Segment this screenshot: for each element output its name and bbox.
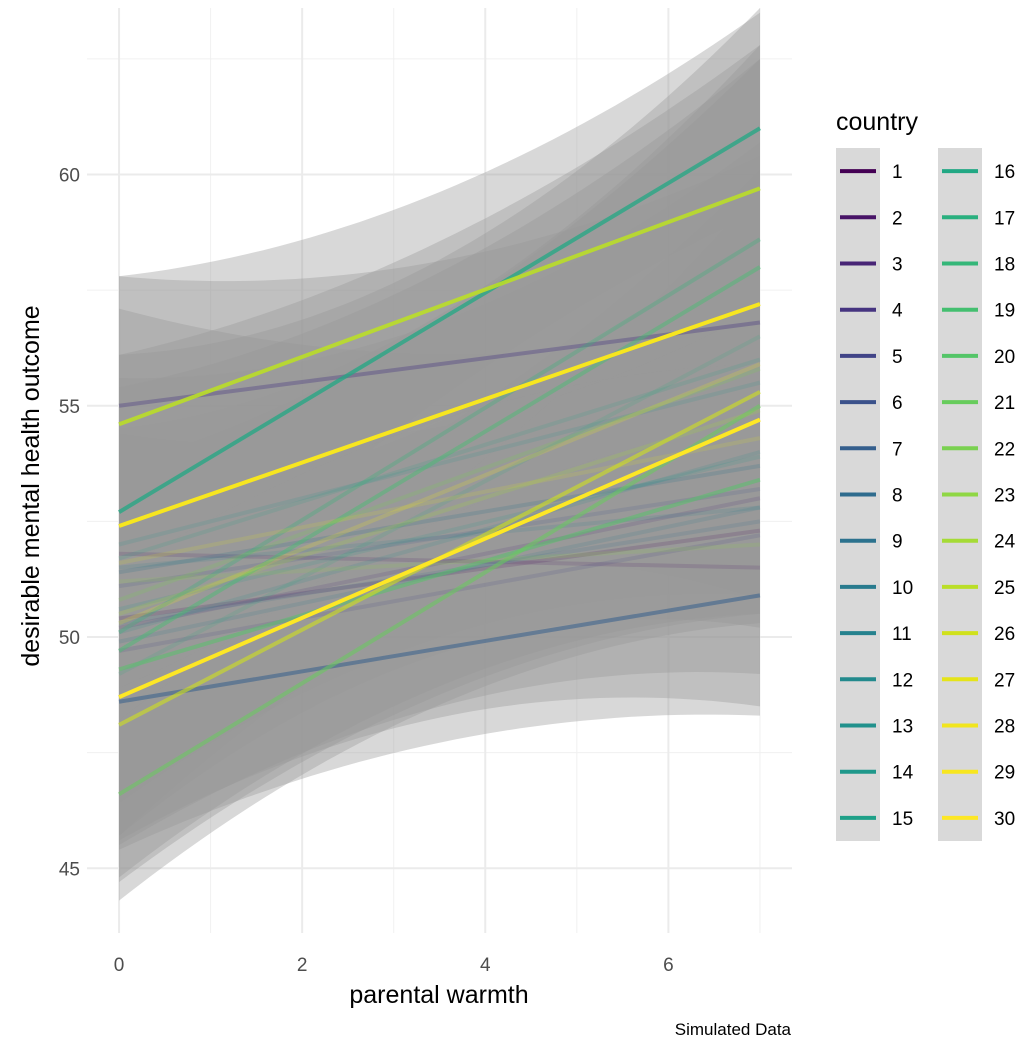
series-line-25 [118, 186, 761, 427]
legend-label-4: 4 [892, 301, 903, 322]
series-line-21 [118, 404, 761, 796]
legend-label-8: 8 [892, 486, 903, 507]
legend: 1234567891011121314151617181920212223242… [836, 148, 1016, 841]
legend-label-13: 13 [892, 717, 913, 738]
confidence-band-4 [119, 142, 760, 804]
series-line-13 [118, 380, 761, 547]
legend-label-10: 10 [892, 578, 913, 599]
legend-label-20: 20 [994, 347, 1015, 368]
y-tick-label: 55 [59, 397, 80, 418]
series-lines [117, 126, 762, 796]
legend-label-22: 22 [994, 439, 1015, 460]
x-axis-title: parental warmth [349, 981, 528, 1009]
confidence-band-15 [119, 12, 760, 573]
legend-label-21: 21 [994, 393, 1015, 414]
legend-label-29: 29 [994, 763, 1015, 784]
grid-minor [87, 8, 792, 933]
legend-label-30: 30 [994, 809, 1015, 830]
series-line-28 [118, 362, 761, 625]
legend-label-1: 1 [892, 162, 903, 183]
confidence-band-2 [119, 8, 760, 698]
series-line-7 [118, 593, 761, 704]
series-line-14 [118, 454, 761, 612]
legend-label-3: 3 [892, 255, 903, 276]
legend-label-9: 9 [892, 532, 903, 553]
legend-label-23: 23 [994, 486, 1015, 507]
series-line-17 [118, 334, 761, 676]
legend-label-7: 7 [892, 439, 903, 460]
series-line-19 [118, 265, 761, 653]
confidence-band-3 [119, 156, 760, 536]
legend-label-6: 6 [892, 393, 903, 414]
legend-label-25: 25 [994, 578, 1015, 599]
legend-label-26: 26 [994, 624, 1015, 645]
series-line-20 [118, 477, 761, 672]
legend-label-18: 18 [994, 255, 1015, 276]
grid-major [87, 8, 792, 933]
x-axis-ticks: 0 2 4 6 [114, 955, 674, 976]
legend-label-15: 15 [892, 809, 913, 830]
series-line-11 [118, 505, 761, 570]
y-tick-label: 50 [59, 628, 80, 649]
confidence-band-8 [119, 285, 760, 846]
confidence-band-1 [119, 308, 760, 614]
series-line-30 [118, 417, 761, 699]
legend-label-2: 2 [892, 208, 903, 229]
series-line-3 [118, 496, 761, 630]
series-line-18 [117, 237, 762, 635]
y-axis-ticks: 45 50 55 60 [59, 166, 80, 881]
confidence-bands [119, 8, 760, 901]
x-tick-label: 0 [114, 955, 125, 976]
legend-label-28: 28 [994, 717, 1015, 738]
series-line-29 [118, 302, 761, 528]
legend-label-5: 5 [892, 347, 903, 368]
legend-title: country [836, 108, 918, 136]
legend-label-16: 16 [994, 162, 1015, 183]
caption: Simulated Data [675, 1020, 792, 1039]
series-line-12 [118, 450, 761, 635]
y-tick-label: 45 [59, 859, 80, 880]
series-line-8 [118, 519, 761, 626]
legend-label-27: 27 [994, 670, 1015, 691]
legend-label-24: 24 [994, 532, 1016, 553]
series-line-5 [118, 533, 761, 653]
legend-label-19: 19 [994, 301, 1015, 322]
confidence-band-6 [119, 45, 760, 670]
confidence-band-9 [119, 475, 760, 850]
x-tick-label: 4 [480, 955, 491, 976]
series-line-4 [118, 320, 761, 408]
series-line-16 [118, 126, 761, 514]
legend-label-11: 11 [892, 624, 912, 645]
confidence-band-5 [119, 45, 760, 836]
series-line-22 [118, 366, 761, 602]
x-tick-label: 6 [663, 955, 674, 976]
legend-label-17: 17 [994, 208, 1015, 229]
series-line-23 [118, 542, 761, 584]
series-line-9 [118, 463, 761, 575]
y-axis-title: desirable mental health outcome [17, 305, 45, 666]
confidence-band-10 [119, 169, 760, 878]
confidence-band-13 [119, 188, 760, 901]
series-line-2 [119, 551, 760, 570]
legend-label-12: 12 [892, 670, 913, 691]
series-line-6 [118, 487, 761, 589]
series-line-27 [118, 436, 761, 565]
legend-label-14: 14 [892, 763, 914, 784]
y-tick-label: 60 [59, 166, 80, 187]
x-tick-label: 2 [297, 955, 308, 976]
series-line-24 [118, 408, 761, 616]
series-line-15 [118, 357, 761, 561]
confidence-band-11 [119, 225, 760, 883]
